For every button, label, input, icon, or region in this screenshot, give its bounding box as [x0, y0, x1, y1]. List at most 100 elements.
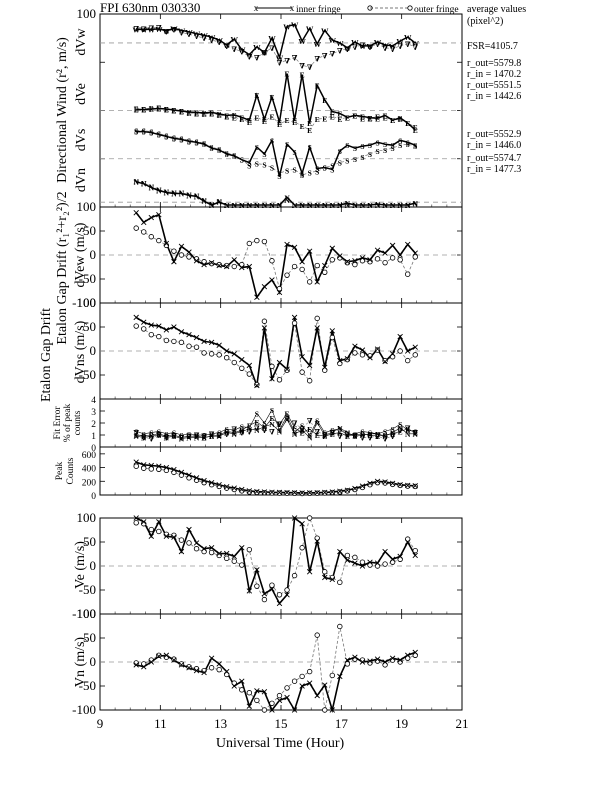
point-inner-peak_counts-2	[148, 462, 155, 469]
point-inner-N-15: N	[247, 201, 253, 210]
point-inner-Ve-25	[322, 574, 328, 581]
point-inner-dVns-16	[254, 382, 260, 389]
point-outer-S-30: S	[360, 153, 364, 162]
point-outer-N-28: N	[345, 201, 351, 210]
fit-error-point-W-9: ∇	[201, 432, 207, 441]
point-inner-dVew-13	[231, 257, 237, 263]
fit-error-point-S-8: S	[194, 431, 198, 440]
fit-error-point-W-4: ∇	[164, 433, 170, 442]
point-outer-W-17: ∇	[262, 49, 268, 58]
legend-inner-label: inner fringe	[296, 4, 341, 15]
fit-error-point-N-30: N	[360, 431, 366, 440]
point-outer-dVns-5	[171, 338, 177, 345]
point-inner-W-1: W	[140, 25, 148, 34]
point-outer-S-21: S	[292, 165, 296, 174]
series-inner-peak_counts	[135, 461, 416, 494]
point-outer-E-28: E	[345, 113, 350, 122]
x-tick-label-6: 21	[456, 716, 469, 731]
point-inner-dVns-32	[374, 346, 381, 352]
point-inner-peak_counts-5	[171, 466, 177, 473]
point-inner-Ve-20	[284, 592, 290, 598]
point-inner-Vn-1	[141, 664, 147, 670]
point-outer-Ve-12	[223, 555, 230, 562]
fit-error-point-E-24: E	[315, 431, 320, 440]
series-inner-S	[136, 130, 416, 177]
point-inner-dVew-26	[329, 245, 336, 251]
point-outer-dVew-5	[171, 248, 177, 254]
point-outer-dVns-15	[246, 371, 253, 377]
point-inner-Vn-36	[404, 652, 411, 658]
point-outer-W-16: ∇	[254, 54, 260, 63]
point-inner-Vn-8	[193, 667, 200, 674]
point-inner-dVew-35	[397, 252, 403, 258]
point-outer-E-2: E	[149, 104, 154, 113]
point-outer-dVew-23	[306, 279, 313, 285]
y-tick-label-peak_counts-0: 0	[91, 492, 96, 502]
point-outer-dVns-14	[239, 365, 245, 371]
point-outer-Vn-3	[156, 652, 162, 658]
point-inner-Ve-3	[156, 519, 162, 525]
point-inner-S-29: S	[353, 144, 357, 153]
fit-error-point-W-16: ∇	[254, 424, 260, 433]
point-outer-S-27: S	[338, 159, 342, 168]
point-inner-N-34: N	[390, 201, 396, 210]
fit-error-point-W-23: ∇	[307, 417, 313, 426]
series-outer-S	[136, 130, 416, 176]
point-inner-Ve-12	[223, 550, 230, 557]
point-inner-W-37: W	[411, 39, 419, 48]
fit-error-point-S-2: S	[149, 429, 153, 438]
fit-error-point-W-5: ∇	[171, 432, 177, 441]
point-inner-dVns-5	[171, 324, 177, 330]
fit-error-point-E-9: E	[202, 433, 207, 442]
point-inner-E-5: E	[171, 106, 176, 115]
point-inner-dVew-0	[133, 210, 139, 216]
point-outer-W-21: ∇	[292, 54, 298, 63]
legend-inner: x x inner fringe	[254, 3, 341, 15]
point-outer-peak_counts-16	[254, 489, 260, 496]
point-outer-Vn-22	[299, 673, 305, 680]
point-inner-dVns-22	[299, 354, 305, 360]
point-inner-S-27: S	[338, 147, 342, 156]
fit-error-point-N-16: N	[254, 426, 260, 435]
point-outer-W-1: ∇	[141, 25, 147, 34]
point-inner-Vn-32	[374, 656, 381, 662]
point-inner-N-36: N	[405, 201, 411, 210]
point-inner-N-35: N	[397, 201, 403, 210]
point-inner-peak_counts-30	[359, 483, 366, 489]
point-inner-E-0: E	[134, 106, 139, 115]
point-outer-E-18: E	[269, 112, 274, 121]
point-outer-Ve-7	[186, 540, 192, 546]
fit-error-point-S-36: S	[406, 426, 410, 435]
point-inner-E-21: E	[292, 116, 297, 125]
point-outer-E-0: E	[134, 105, 139, 114]
point-outer-dVew-35	[397, 257, 403, 263]
point-inner-peak_counts-22	[299, 490, 305, 496]
point-outer-E-9: E	[202, 110, 207, 119]
point-inner-W-36: W	[404, 33, 412, 42]
point-inner-N-29: N	[352, 201, 358, 210]
point-outer-dVew-12	[223, 262, 230, 269]
point-outer-S-7: S	[187, 136, 191, 145]
n-r-out: r_out=5574.7	[467, 153, 521, 164]
w-r-in: r_in = 1470.2	[467, 69, 521, 80]
point-inner-dVns-29	[352, 343, 358, 349]
point-outer-N-9: N	[201, 196, 207, 205]
point-outer-W-0: ∇	[133, 24, 139, 33]
point-inner-dVew-19	[276, 289, 283, 296]
point-outer-N-13: N	[232, 201, 238, 210]
panel-dVew: -100 -50 0 50 100	[72, 199, 463, 310]
point-outer-Vn-14	[239, 687, 245, 693]
point-outer-peak_counts-34	[389, 481, 396, 488]
fit-error-point-E-21: E	[292, 424, 297, 433]
point-inner-peak_counts-35	[397, 481, 403, 488]
point-outer-W-30: ∇	[360, 41, 366, 50]
fit-error-point-E-32: E	[375, 432, 380, 441]
point-inner-dVns-2	[148, 322, 155, 328]
point-outer-peak_counts-15	[246, 489, 253, 495]
point-outer-Ve-23	[306, 515, 313, 521]
fit-error-point-S-0: S	[134, 427, 138, 436]
panel-peak_counts: 0 200 400 600	[82, 446, 463, 502]
point-outer-N-23: N	[307, 201, 313, 210]
point-outer-dVew-3	[156, 237, 162, 244]
point-inner-W-22: W	[298, 37, 306, 46]
